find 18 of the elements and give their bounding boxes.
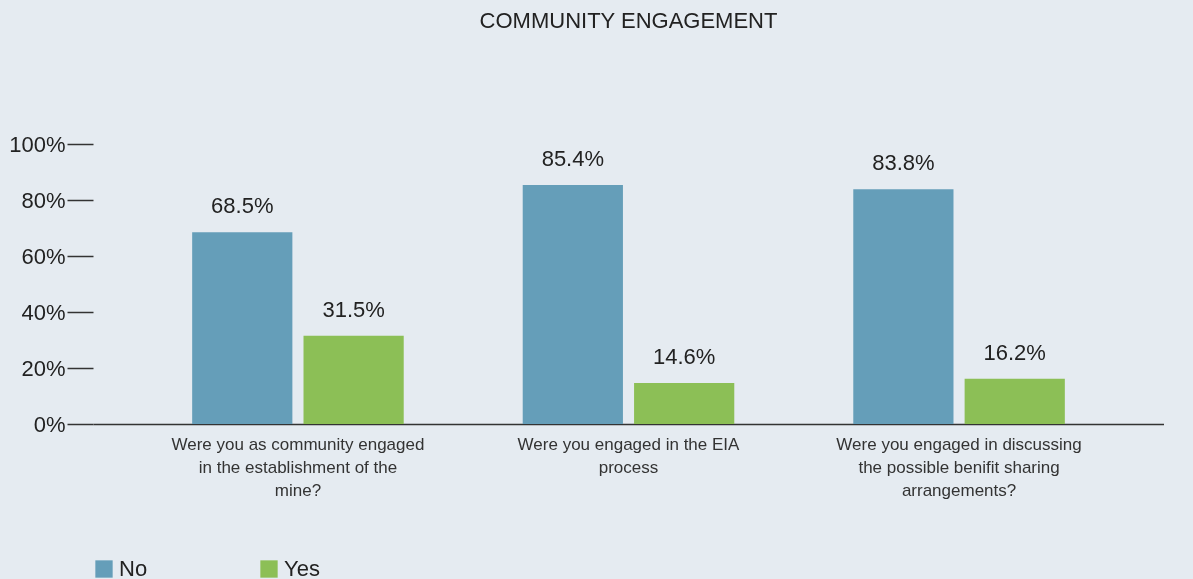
legend-label: No xyxy=(119,556,148,579)
x-tick-label: Were you as community engaged in the establishment of the mine? xyxy=(171,434,425,500)
chart-title: COMMUNITY ENGAGEMENT xyxy=(479,8,778,33)
legend-label: Yes xyxy=(284,556,320,579)
y-tick-label: 20% xyxy=(21,355,66,381)
x-tick-label: Were you engaged in the EIA process xyxy=(517,434,741,477)
data-label: 31.5% xyxy=(322,296,385,322)
data-label: 68.5% xyxy=(211,193,274,219)
y-tick-label: 80% xyxy=(21,187,66,213)
y-tick-label: 40% xyxy=(21,299,66,325)
data-label: 83.8% xyxy=(872,150,935,176)
data-label: 85.4% xyxy=(541,145,605,171)
y-tick-label: 100% xyxy=(9,131,66,157)
y-tick-label: 60% xyxy=(21,243,66,269)
data-label: 14.6% xyxy=(652,344,716,370)
data-label: 16.2% xyxy=(983,339,1046,365)
y-tick-label: 0% xyxy=(33,411,66,437)
x-tick-label: Were you engaged in discussing the possible benifit sharing arrangements? xyxy=(836,434,1082,500)
